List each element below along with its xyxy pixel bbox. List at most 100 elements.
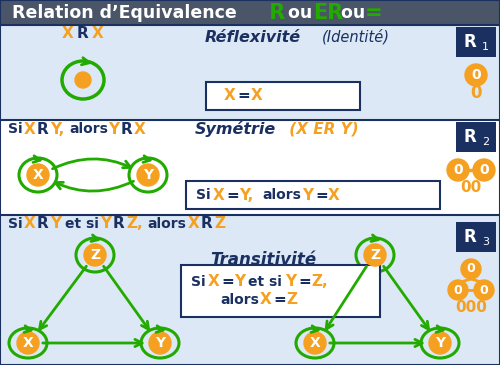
Text: Z: Z — [214, 216, 225, 231]
FancyBboxPatch shape — [0, 25, 500, 120]
Text: X: X — [78, 73, 88, 87]
Text: X: X — [134, 122, 146, 137]
Text: 000: 000 — [455, 300, 487, 315]
Text: Transitivité: Transitivité — [210, 251, 316, 269]
Circle shape — [149, 332, 171, 354]
Text: Z: Z — [370, 248, 380, 262]
Text: et si: et si — [65, 217, 99, 231]
FancyBboxPatch shape — [181, 265, 380, 317]
Circle shape — [448, 280, 468, 300]
Text: 0: 0 — [479, 163, 489, 177]
Text: Y: Y — [285, 274, 296, 289]
Text: =: = — [226, 188, 239, 203]
Text: Y: Y — [100, 216, 111, 231]
Text: X: X — [62, 26, 74, 41]
Text: R: R — [262, 3, 292, 23]
Text: X: X — [328, 188, 340, 203]
Text: alors: alors — [147, 217, 186, 231]
FancyBboxPatch shape — [0, 0, 500, 25]
Text: Y: Y — [234, 274, 245, 289]
Circle shape — [84, 244, 106, 266]
Text: Si: Si — [196, 188, 210, 202]
Text: X: X — [310, 336, 320, 350]
Text: X: X — [208, 274, 220, 289]
FancyBboxPatch shape — [456, 122, 496, 152]
Text: X: X — [24, 122, 36, 137]
Circle shape — [137, 164, 159, 186]
Text: Réflexivité: Réflexivité — [205, 30, 301, 45]
Circle shape — [75, 72, 91, 88]
Text: R: R — [37, 216, 49, 231]
Circle shape — [429, 332, 451, 354]
Text: Y,: Y, — [239, 188, 254, 203]
Text: et si: et si — [248, 275, 282, 289]
Text: 0: 0 — [480, 284, 488, 296]
Circle shape — [447, 159, 469, 181]
Text: X: X — [32, 168, 44, 182]
Text: ER: ER — [313, 3, 343, 23]
Text: X: X — [251, 88, 263, 104]
Text: 00: 00 — [460, 180, 481, 195]
Text: Y: Y — [143, 168, 153, 182]
Text: R: R — [121, 122, 133, 137]
FancyBboxPatch shape — [0, 120, 500, 215]
FancyBboxPatch shape — [0, 215, 500, 365]
Circle shape — [474, 280, 494, 300]
Text: Si: Si — [8, 217, 22, 231]
Text: Y: Y — [155, 336, 165, 350]
Text: Relation d’Equivalence: Relation d’Equivalence — [12, 4, 237, 22]
Text: X: X — [188, 216, 200, 231]
Circle shape — [364, 244, 386, 266]
Text: =: = — [298, 274, 311, 289]
Text: X: X — [213, 188, 225, 203]
Circle shape — [27, 164, 49, 186]
Circle shape — [17, 332, 39, 354]
Text: (X ER Y): (X ER Y) — [284, 122, 358, 137]
Text: Y: Y — [435, 336, 445, 350]
Text: Z: Z — [286, 292, 297, 307]
Text: Z,: Z, — [126, 216, 142, 231]
FancyBboxPatch shape — [206, 82, 360, 110]
FancyBboxPatch shape — [456, 27, 496, 57]
Text: (Identité): (Identité) — [322, 29, 390, 45]
Text: R: R — [37, 122, 49, 137]
Text: 0: 0 — [471, 68, 481, 82]
Text: =: = — [221, 274, 234, 289]
Text: Si: Si — [191, 275, 206, 289]
Text: =: = — [315, 188, 328, 203]
Circle shape — [465, 64, 487, 86]
Text: Y,: Y, — [50, 122, 64, 137]
Text: Y: Y — [108, 122, 119, 137]
Text: 1: 1 — [482, 42, 489, 52]
Text: Si: Si — [8, 122, 22, 136]
Text: ou: ou — [335, 4, 371, 22]
Text: =: = — [273, 292, 286, 307]
Text: R: R — [464, 33, 476, 51]
Text: Symétrie: Symétrie — [195, 121, 276, 137]
FancyBboxPatch shape — [186, 181, 440, 209]
Text: 3: 3 — [482, 237, 489, 247]
Text: 0: 0 — [466, 262, 475, 276]
Text: R: R — [77, 26, 89, 41]
Text: alors: alors — [262, 188, 301, 202]
Text: 2: 2 — [482, 137, 489, 147]
Text: Y: Y — [302, 188, 313, 203]
Text: R: R — [464, 128, 476, 146]
Text: X: X — [224, 88, 236, 104]
Text: 0: 0 — [454, 284, 462, 296]
Text: Z: Z — [90, 248, 100, 262]
Text: alors: alors — [69, 122, 108, 136]
Text: alors: alors — [220, 293, 259, 307]
Text: R: R — [113, 216, 125, 231]
Text: R: R — [201, 216, 213, 231]
Text: 0: 0 — [453, 163, 463, 177]
Text: =: = — [237, 88, 250, 104]
Text: Y: Y — [50, 216, 61, 231]
Text: X: X — [24, 216, 36, 231]
Text: =: = — [365, 3, 382, 23]
Text: R: R — [464, 228, 476, 246]
Circle shape — [473, 159, 495, 181]
Text: ou: ou — [282, 4, 319, 22]
Text: Z,: Z, — [311, 274, 328, 289]
Text: X: X — [92, 26, 104, 41]
